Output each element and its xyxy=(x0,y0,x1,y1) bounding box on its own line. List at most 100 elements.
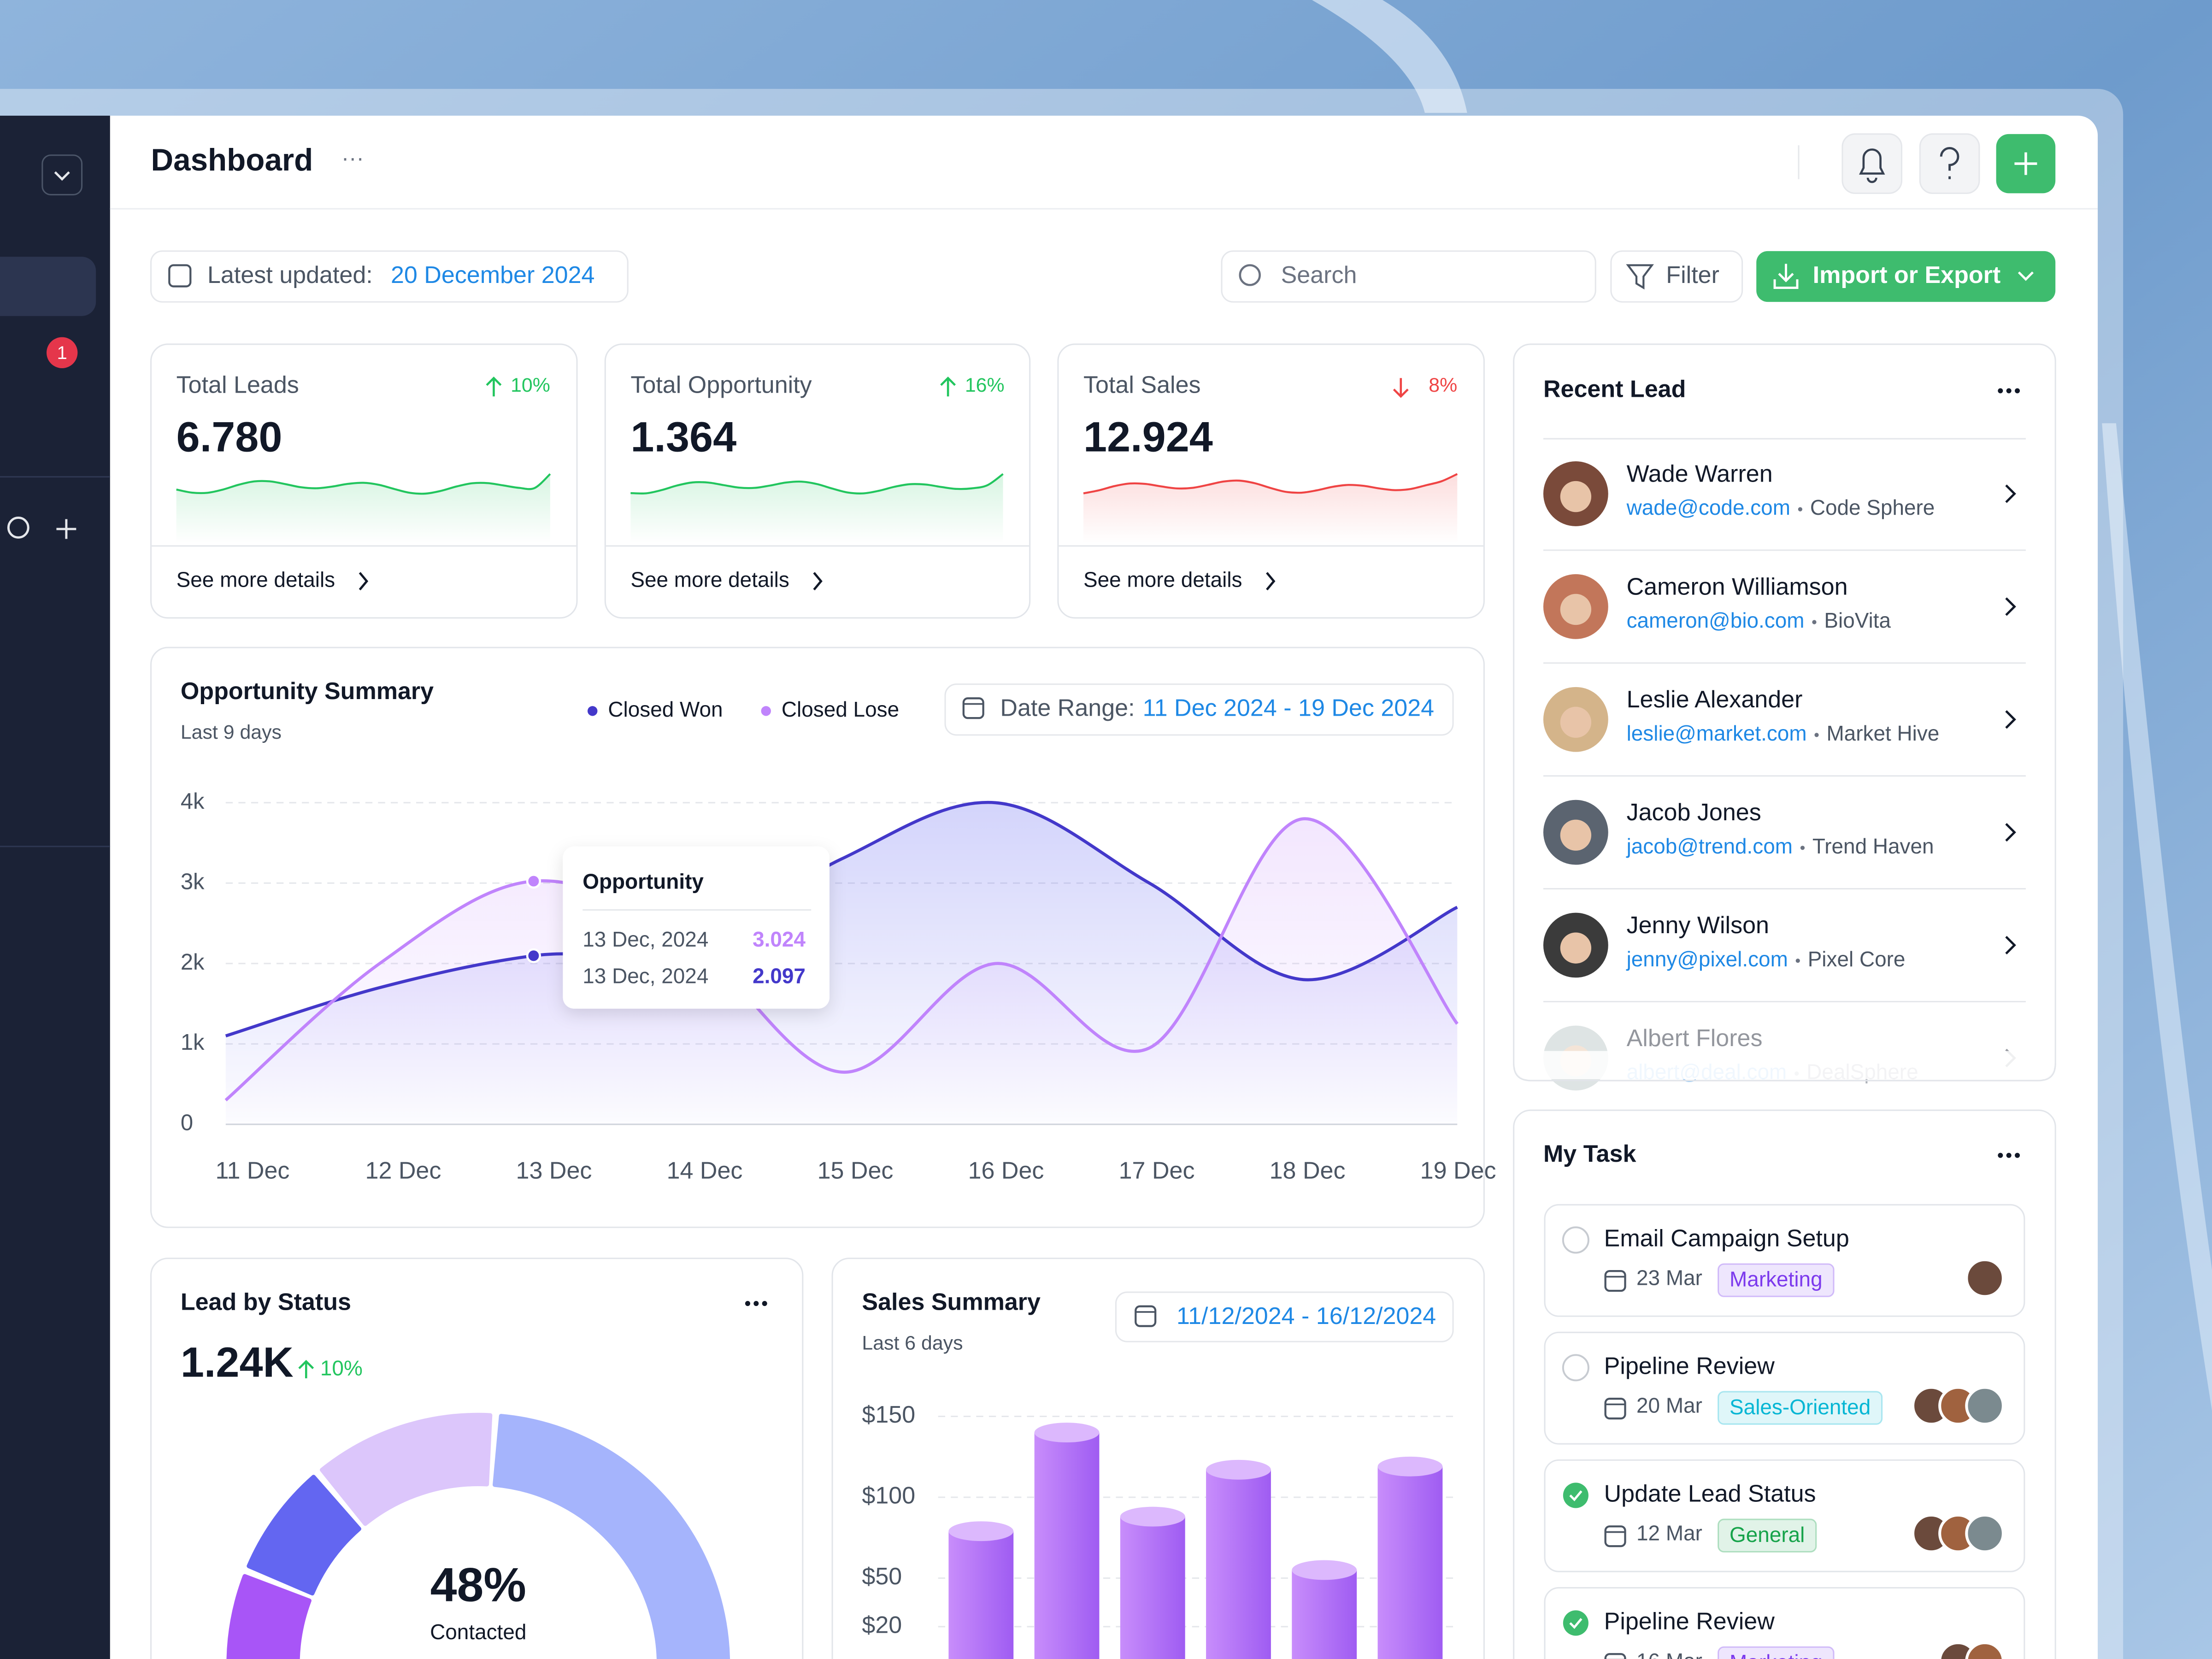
lead-row[interactable]: Wade Warren wade@code.com Code Sphere xyxy=(1543,460,2016,526)
stat-card xyxy=(150,343,578,619)
more-icon[interactable] xyxy=(753,1301,759,1306)
task-date: 20 Mar xyxy=(1636,1394,1702,1418)
task-checkbox[interactable] xyxy=(1562,1354,1589,1382)
lead-company: BioVita xyxy=(1824,608,1891,632)
y-tick-label: $100 xyxy=(862,1483,915,1509)
task-checkbox-done[interactable] xyxy=(1563,1610,1588,1636)
calendar-icon xyxy=(1604,1653,1626,1659)
date-range-box[interactable] xyxy=(1115,1291,1454,1342)
lead-email: jacob@trend.com xyxy=(1626,834,1793,858)
sidebar-active-item[interactable] xyxy=(0,257,96,316)
date-range-value: 11/12/2024 - 16/12/2024 xyxy=(1177,1303,1436,1330)
lead-row[interactable]: Jacob Jones jacob@trend.com Trend Haven xyxy=(1543,799,2016,865)
more-icon[interactable] xyxy=(2006,1153,2012,1158)
donut-segment xyxy=(247,1475,361,1596)
lead-company: Market Hive xyxy=(1826,721,1939,745)
help-button[interactable] xyxy=(1919,133,1980,194)
see-more-link[interactable]: See more details xyxy=(1083,567,1242,591)
y-tick-label: 1k xyxy=(181,1030,205,1055)
lead-name: Leslie Alexander xyxy=(1627,686,1803,713)
donut-segment xyxy=(493,1414,730,1659)
bar xyxy=(1206,1470,1271,1659)
sidebar-toggle[interactable] xyxy=(41,154,83,195)
download-icon xyxy=(1773,264,1799,289)
chart-title: Sales Summary xyxy=(862,1288,1041,1315)
lead-row[interactable]: Leslie Alexander leslie@market.com Market … xyxy=(1543,686,2016,752)
tooltip-date: 13 Dec, 2024 xyxy=(582,964,708,988)
separator-dot xyxy=(1812,620,1817,624)
chevron-icon xyxy=(1266,572,1276,591)
task-date: 16 Mar xyxy=(1636,1649,1702,1659)
bar-cap xyxy=(1034,1423,1100,1442)
more-icon[interactable] xyxy=(762,1301,767,1306)
lead-avatar-face xyxy=(1560,481,1592,512)
task-item[interactable] xyxy=(1544,1587,2025,1659)
x-tick-label: 16 Dec xyxy=(968,1158,1044,1184)
more-icon[interactable] xyxy=(2015,388,2020,394)
separator-dot xyxy=(1798,507,1802,512)
stat-value: 6.780 xyxy=(176,413,282,460)
task-item[interactable] xyxy=(1544,1331,2025,1445)
y-tick-label: 3k xyxy=(181,869,205,894)
stat-title: Total Opportunity xyxy=(630,372,812,399)
assignee-avatar xyxy=(1965,1386,2005,1426)
task-title: Pipeline Review xyxy=(1604,1608,1775,1635)
bar-cap xyxy=(1120,1506,1185,1527)
task-checkbox-done[interactable] xyxy=(1563,1483,1588,1508)
series-line xyxy=(225,800,1458,1038)
more-icon[interactable] xyxy=(1998,1153,2003,1158)
y-tick-label: $150 xyxy=(862,1401,915,1428)
sparkline xyxy=(630,473,1004,494)
search-box[interactable] xyxy=(1221,250,1596,303)
task-checkbox[interactable] xyxy=(1562,1226,1589,1254)
assignee-avatar xyxy=(1965,1641,2005,1659)
stat-title: Total Sales xyxy=(1083,372,1201,399)
more-icon[interactable] xyxy=(1998,388,2003,394)
bar xyxy=(1377,1466,1443,1659)
filter-button[interactable] xyxy=(1610,250,1743,303)
x-tick-label: 18 Dec xyxy=(1270,1158,1346,1184)
sparkline xyxy=(176,473,551,495)
arrow-down-icon xyxy=(1393,378,1409,398)
task-item[interactable] xyxy=(1544,1204,2025,1317)
more-icon[interactable] xyxy=(745,1301,750,1306)
background-swoosh xyxy=(2102,423,2212,1411)
lead-email: jenny@pixel.com xyxy=(1626,947,1788,971)
lead-company: Code Sphere xyxy=(1810,495,1935,519)
see-more-link[interactable]: See more details xyxy=(176,567,335,591)
separator-dot xyxy=(1795,959,1800,963)
y-tick-label: 2k xyxy=(181,950,205,975)
stat-value: 1.364 xyxy=(630,413,736,460)
stat-change: 10% xyxy=(511,374,550,396)
lead-row[interactable]: Cameron Williamson cameron@bio.com BioVita xyxy=(1543,573,2016,639)
sparkline xyxy=(1083,473,1458,494)
tooltip-value: 2.097 xyxy=(753,964,806,988)
task-item[interactable] xyxy=(1544,1459,2025,1572)
date-range-box[interactable] xyxy=(944,683,1454,736)
add-icon[interactable] xyxy=(56,519,76,539)
import-export-button[interactable] xyxy=(1756,251,2056,302)
see-more-link[interactable]: See more details xyxy=(630,567,789,591)
legend-label: Closed Won xyxy=(608,697,723,721)
bar xyxy=(948,1531,1014,1659)
lead-change: 10% xyxy=(320,1356,363,1380)
more-icon[interactable] xyxy=(2006,388,2012,394)
task-date: 23 Mar xyxy=(1636,1266,1702,1290)
more-icon[interactable]: ··· xyxy=(341,146,364,171)
task-tag-bg xyxy=(1718,1391,1883,1425)
search-icon[interactable] xyxy=(7,517,29,539)
task-tag-bg xyxy=(1718,1263,1835,1297)
calendar-icon xyxy=(962,697,984,719)
lead-row[interactable]: Jenny Wilson jenny@pixel.com Pixel Core xyxy=(1543,912,2016,978)
tooltip xyxy=(563,846,830,1009)
donut-segment xyxy=(320,1412,493,1526)
notification-button[interactable] xyxy=(1841,133,1903,194)
more-icon[interactable] xyxy=(2015,1153,2020,1158)
background-swoosh xyxy=(1312,0,1467,113)
chevron-icon xyxy=(2005,710,2016,729)
updated-label: Latest updated: xyxy=(207,262,373,288)
help-icon xyxy=(1940,147,1959,179)
calendar-icon xyxy=(1135,1305,1157,1327)
date-range-label: Date Range: xyxy=(1000,695,1135,722)
